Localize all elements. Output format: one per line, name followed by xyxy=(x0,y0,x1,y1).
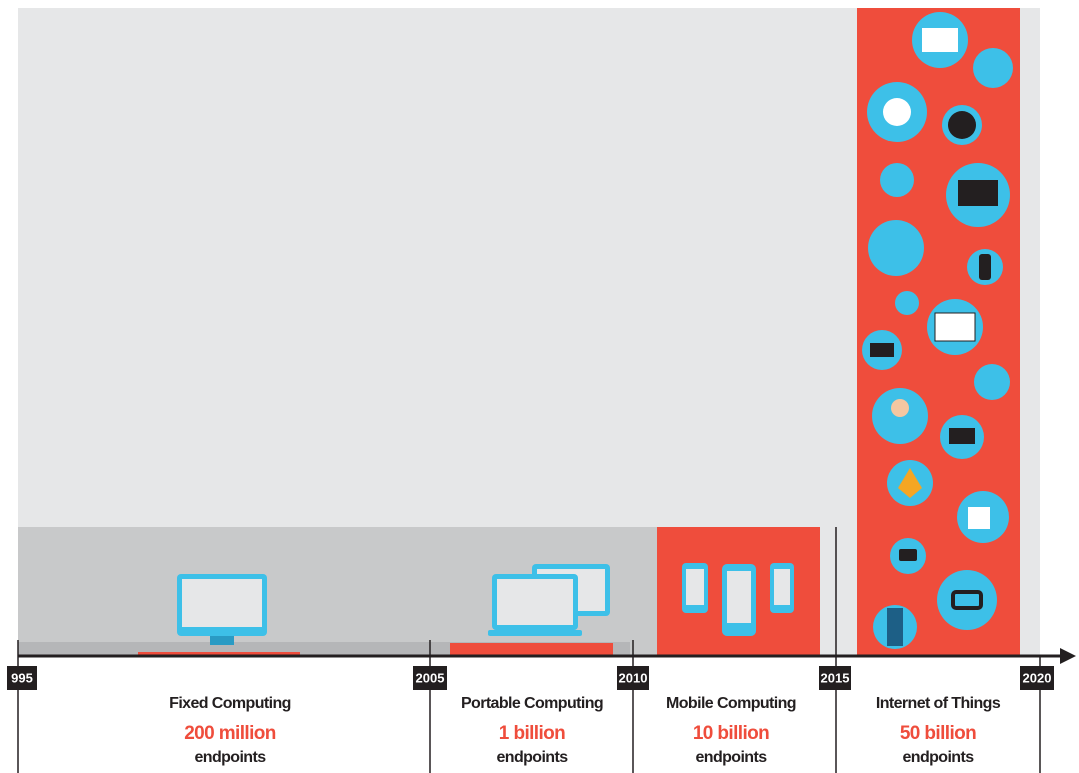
iot-icons xyxy=(862,12,1013,649)
era-bar xyxy=(138,652,300,656)
year-label: 2005 xyxy=(416,670,445,685)
era-count: 200 million xyxy=(184,723,276,744)
era-count: 1 billion xyxy=(499,723,565,744)
era-title: Portable Computing xyxy=(461,695,603,712)
era-title: Fixed Computing xyxy=(169,695,291,712)
year-box xyxy=(1020,666,1054,690)
era-title: Mobile Computing xyxy=(666,695,796,712)
mobile-icons xyxy=(682,563,794,636)
era-unit: endpoints xyxy=(194,749,266,766)
dividers xyxy=(17,527,1041,773)
year-box xyxy=(617,666,649,690)
year-label: 995 xyxy=(11,670,33,685)
year-label: 2010 xyxy=(619,670,648,685)
year-label: 2020 xyxy=(1023,670,1052,685)
labels: 995 2005 2010 2015 2020 Fixed Computing 200 mi… xyxy=(7,666,1054,766)
era-bar xyxy=(450,643,613,655)
axis-arrow xyxy=(1060,648,1076,664)
year-box xyxy=(819,666,851,690)
year-box xyxy=(413,666,447,690)
era-count: 10 billion xyxy=(693,723,769,744)
era-unit: endpoints xyxy=(695,749,767,766)
year-label: 2015 xyxy=(821,670,850,685)
era-unit: endpoints xyxy=(496,749,568,766)
monitor-icon xyxy=(177,574,267,645)
year-box xyxy=(7,666,37,690)
laptop-icon xyxy=(488,564,610,636)
era-title: Internet of Things xyxy=(876,695,1001,712)
era-count: 50 billion xyxy=(900,723,976,744)
era-unit: endpoints xyxy=(902,749,974,766)
